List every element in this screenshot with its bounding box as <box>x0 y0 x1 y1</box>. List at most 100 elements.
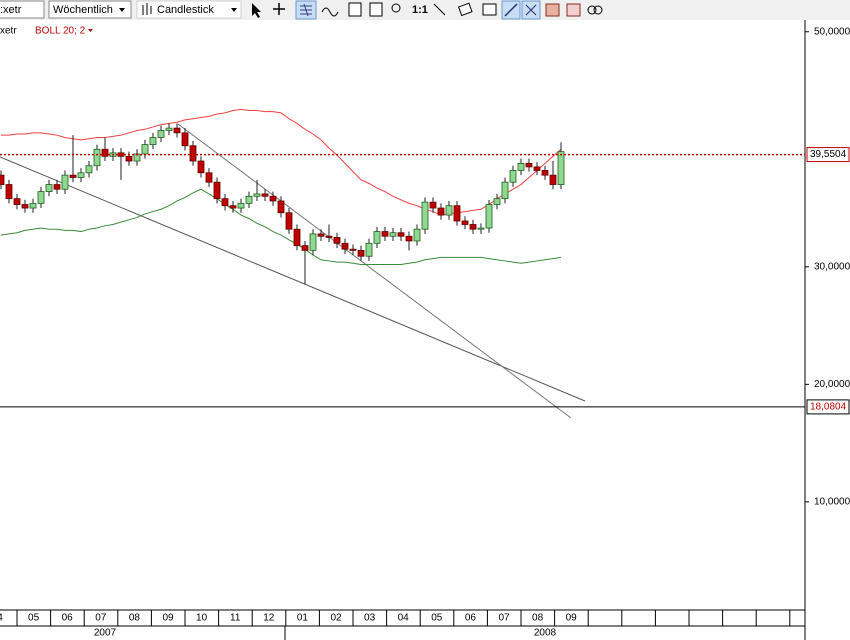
month-label: 04 <box>398 613 410 624</box>
candle-body <box>365 242 373 257</box>
candle-body <box>197 160 205 174</box>
print-tool[interactable] <box>482 3 497 16</box>
candle-body <box>461 220 469 225</box>
candle-body <box>245 195 253 204</box>
candle-body <box>325 235 333 238</box>
candle-body <box>341 242 349 250</box>
candle-body <box>349 248 357 251</box>
candle-body <box>357 249 365 257</box>
legend-symbol: xetr <box>0 26 17 37</box>
candle-body <box>149 137 157 145</box>
grid-icon <box>525 4 537 16</box>
window-tool[interactable] <box>545 3 560 17</box>
candle-body <box>541 170 549 176</box>
link-tool[interactable] <box>593 5 603 15</box>
candle-body <box>501 181 509 200</box>
candle-body <box>525 162 533 168</box>
style-text: Candlestick <box>157 4 214 16</box>
candle-icon <box>142 3 152 15</box>
month-label: 05 <box>28 613 40 624</box>
candle-body <box>141 144 149 155</box>
candle-body <box>429 201 437 209</box>
candle-body <box>53 184 61 190</box>
zoom-tool[interactable] <box>391 3 401 13</box>
legend-indicator[interactable]: BOLL 20; 2 <box>35 26 86 37</box>
year-label: 2007 <box>94 628 117 639</box>
trend-line <box>0 156 586 402</box>
legend-arrow <box>88 29 93 32</box>
month-label: 07 <box>498 613 510 624</box>
candle-body <box>13 198 21 205</box>
dropdown-arrow <box>231 8 237 12</box>
window-tool[interactable] <box>566 3 581 17</box>
candle-body <box>213 181 221 200</box>
candle-body <box>373 231 381 244</box>
price-label-box <box>806 147 850 163</box>
candle-body <box>5 184 13 200</box>
month-label: 08 <box>532 613 544 624</box>
candle-body <box>45 184 53 192</box>
bollinger-band <box>1 108 562 216</box>
link-tool[interactable] <box>587 5 597 15</box>
candle-body <box>261 193 269 197</box>
zoom-text[interactable]: 1:1 <box>412 4 428 16</box>
candle-body <box>93 148 101 167</box>
chart-tool[interactable] <box>369 2 383 17</box>
month-label: 09 <box>566 613 578 624</box>
candle-body <box>285 212 293 230</box>
symbol-input[interactable] <box>0 0 45 19</box>
period-select[interactable] <box>48 0 132 19</box>
dropdown-arrow <box>119 8 125 12</box>
candle-body <box>277 200 285 214</box>
eraser-tool[interactable] <box>457 2 473 17</box>
candle-body <box>253 193 261 197</box>
candle-body <box>477 227 485 230</box>
price-label: 18,0804 <box>810 402 847 413</box>
price-label: 39,5504 <box>810 149 847 160</box>
y-tick-label: 30,0000 <box>814 261 850 272</box>
candle-body <box>29 202 37 209</box>
month-label: 01 <box>297 613 309 624</box>
candle-body <box>189 145 197 162</box>
month-label: 4 <box>0 613 3 624</box>
candle-body <box>165 127 173 131</box>
candle-body <box>173 127 181 134</box>
month-label: 02 <box>330 613 342 624</box>
month-label: 09 <box>162 613 174 624</box>
pointer-tool[interactable] <box>252 3 261 18</box>
fib-icon <box>300 3 312 17</box>
candle-body <box>533 166 541 171</box>
trend-icon <box>504 3 518 17</box>
line-tool[interactable] <box>433 3 446 16</box>
candle-body <box>413 228 421 242</box>
price-label-box <box>806 399 850 415</box>
trend-line <box>177 123 572 419</box>
candle-body <box>453 205 461 222</box>
crosshair-tool[interactable] <box>273 3 285 15</box>
indicator-tool[interactable] <box>321 7 339 17</box>
candle-body <box>397 232 405 237</box>
period-text: Wöchentlich <box>53 4 113 16</box>
month-label: 10 <box>196 613 208 624</box>
candle-body <box>61 174 69 190</box>
candle-body <box>421 201 429 230</box>
candle-body <box>21 204 29 209</box>
candle-body <box>405 235 413 242</box>
candle-body <box>269 195 277 202</box>
candle-body <box>549 174 557 185</box>
candle-body <box>437 207 445 216</box>
symbol-text: :xetr <box>0 4 22 16</box>
style-select[interactable] <box>136 0 242 19</box>
candle-body <box>445 205 453 216</box>
month-label: 06 <box>465 613 477 624</box>
candle-body <box>69 174 77 178</box>
month-label: 07 <box>95 613 107 624</box>
candle-body <box>309 233 317 251</box>
candle-body <box>317 233 325 237</box>
year-label: 2008 <box>534 628 557 639</box>
info-tool[interactable] <box>348 2 362 17</box>
y-tick-label: 20,0000 <box>814 379 850 390</box>
candle-body <box>157 130 165 138</box>
candle-body <box>229 205 237 209</box>
candle-body <box>293 228 301 247</box>
